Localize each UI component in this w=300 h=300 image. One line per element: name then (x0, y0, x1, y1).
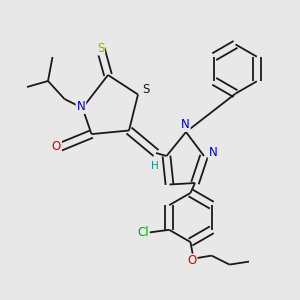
Text: O: O (188, 254, 196, 268)
Text: S: S (142, 83, 149, 97)
Text: Cl: Cl (137, 226, 149, 239)
Text: O: O (52, 140, 61, 154)
Text: N: N (208, 146, 217, 159)
Text: S: S (97, 41, 104, 55)
Text: N: N (181, 118, 190, 131)
Text: H: H (151, 160, 158, 171)
Text: N: N (76, 100, 85, 113)
